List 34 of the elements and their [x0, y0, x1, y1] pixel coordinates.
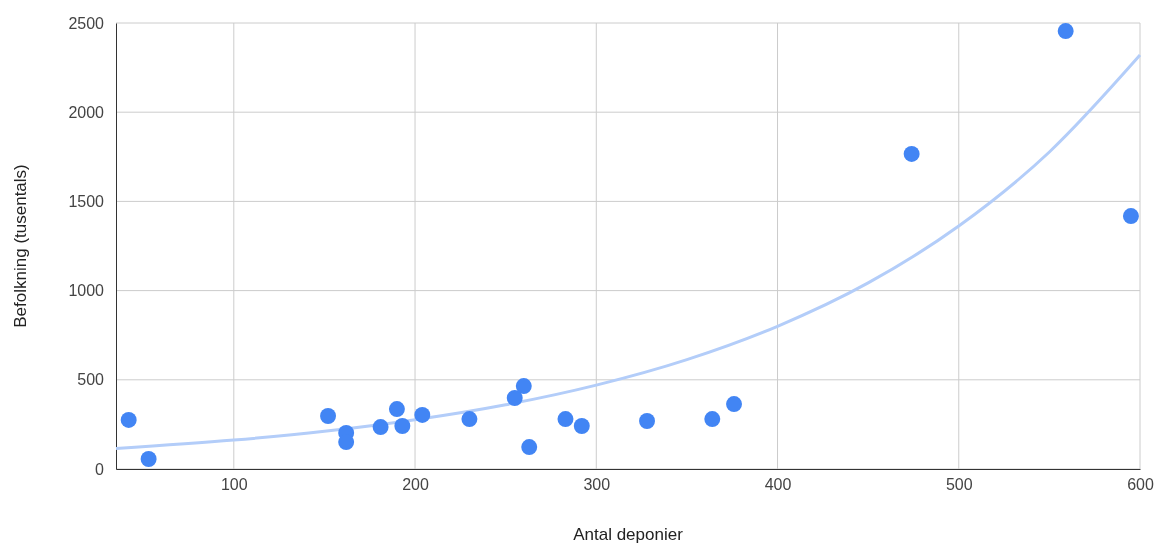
point [120, 411, 137, 428]
point [140, 451, 157, 467]
point [704, 411, 721, 428]
point [394, 418, 411, 434]
y-tick-label: 1500 [68, 193, 105, 211]
point [506, 390, 523, 406]
y-tick-label: 0 [95, 460, 105, 478]
point [639, 413, 656, 429]
x-tick-label: 100 [220, 476, 248, 494]
point [515, 378, 532, 395]
x-tick-label: 600 [1127, 476, 1154, 494]
point [414, 406, 431, 423]
x-tick-label: 300 [583, 476, 611, 494]
point [461, 411, 478, 428]
y-tick-label: 1000 [68, 282, 105, 300]
point [557, 411, 574, 428]
point [320, 408, 337, 424]
point [726, 396, 742, 413]
y-tick-label: 500 [77, 371, 105, 389]
point [1057, 23, 1074, 39]
point [573, 418, 590, 434]
point [1122, 208, 1139, 224]
point [521, 439, 538, 456]
x-tick-label: 200 [402, 476, 429, 494]
point [372, 419, 389, 436]
y-tick-label: 2000 [68, 103, 105, 121]
line-series [114, 53, 1142, 450]
x-axis-title: Antal deponier [573, 525, 684, 544]
x-tick-label: 500 [945, 476, 973, 494]
y-tick-label: 2500 [68, 14, 105, 32]
y-axis-title: Befolkning (tusentals) [11, 164, 30, 328]
point [388, 401, 405, 418]
point [903, 145, 920, 162]
x-tick-label: 400 [764, 476, 792, 494]
